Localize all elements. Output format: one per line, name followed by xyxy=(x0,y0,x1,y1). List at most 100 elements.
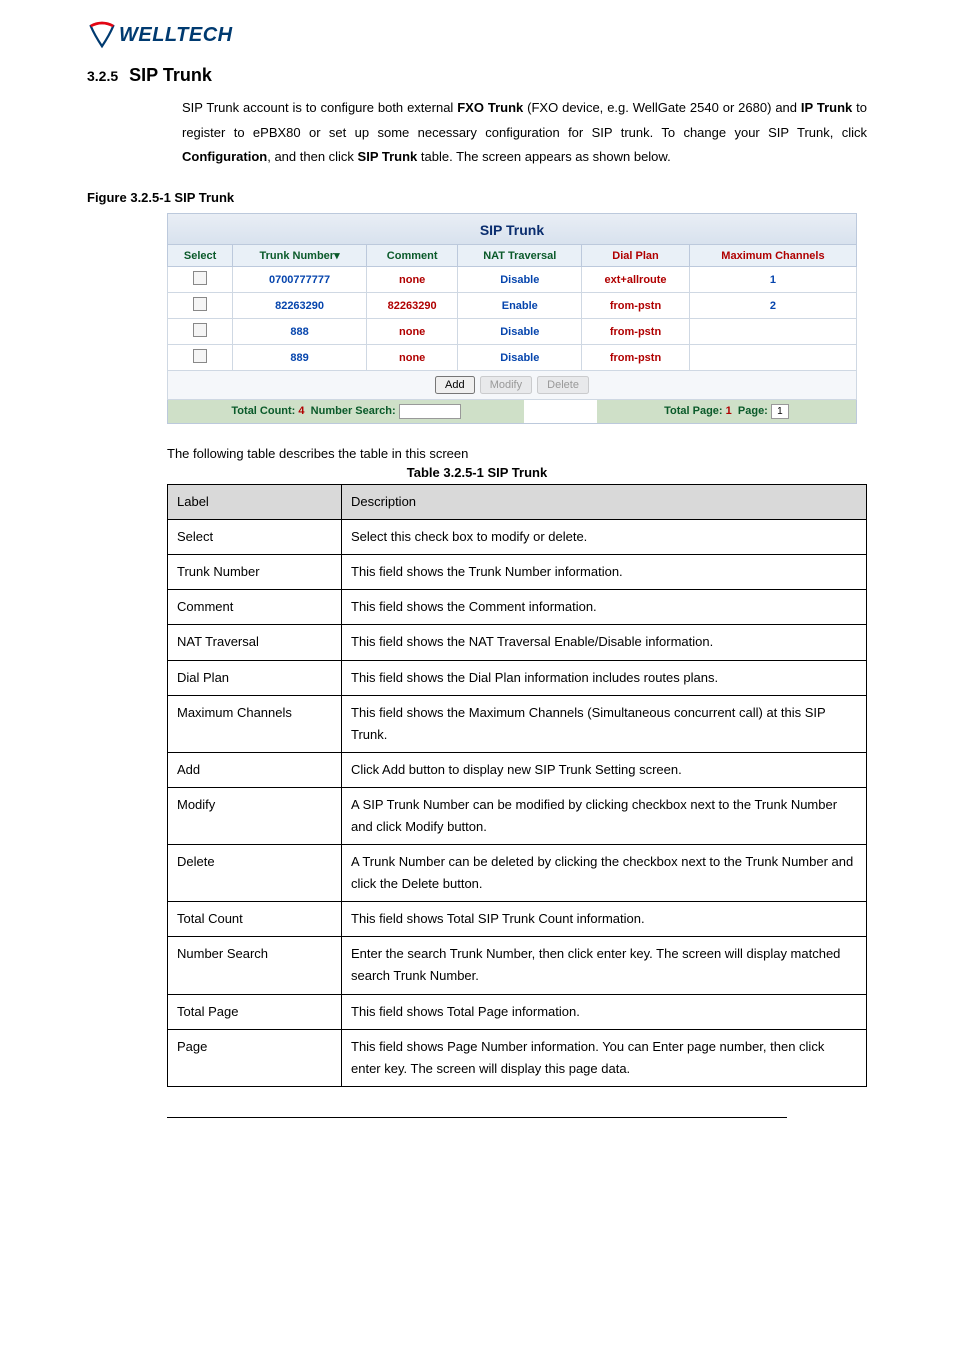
total-page-label: Total Page: xyxy=(664,405,722,417)
desc-text: A Trunk Number can be deleted by clickin… xyxy=(342,845,867,902)
sip-header: Select xyxy=(168,245,233,267)
desc-label: Total Page xyxy=(168,994,342,1029)
nat-cell: Disable xyxy=(500,326,539,338)
page-cell: Total Page: 1 Page: xyxy=(597,400,856,423)
max-cell: 2 xyxy=(770,300,776,312)
dialplan-cell: from-pstn xyxy=(610,300,661,312)
description-table: LabelDescriptionSelectSelect this check … xyxy=(167,484,867,1087)
desc-label: Number Search xyxy=(168,937,342,994)
desc-head-label: Label xyxy=(168,485,342,520)
desc-text: This field shows the NAT Traversal Enabl… xyxy=(342,625,867,660)
desc-text: Select this check box to modify or delet… xyxy=(342,520,867,555)
desc-text: This field shows Total SIP Trunk Count i… xyxy=(342,902,867,937)
desc-intro: The following table describes the table … xyxy=(167,446,867,461)
select-checkbox[interactable] xyxy=(193,271,207,285)
desc-label: Select xyxy=(168,520,342,555)
desc-label: Modify xyxy=(168,787,342,844)
number-search-input[interactable] xyxy=(399,404,461,419)
comment-cell: 82263290 xyxy=(388,300,437,312)
desc-label: Add xyxy=(168,752,342,787)
desc-row: ModifyA SIP Trunk Number can be modified… xyxy=(168,787,867,844)
table-caption: Table 3.2.5-1 SIP Trunk xyxy=(87,465,867,480)
add-button[interactable]: Add xyxy=(435,376,475,394)
desc-row: SelectSelect this check box to modify or… xyxy=(168,520,867,555)
nat-cell: Disable xyxy=(500,274,539,286)
max-cell: 1 xyxy=(770,274,776,286)
desc-text: This field shows the Trunk Number inform… xyxy=(342,555,867,590)
desc-row: PageThis field shows Page Number informa… xyxy=(168,1029,867,1086)
desc-row: Maximum ChannelsThis field shows the Max… xyxy=(168,695,867,752)
trunk-number-link[interactable]: 0700777777 xyxy=(269,274,330,286)
section-number: 3.2.5 xyxy=(87,68,118,84)
desc-head-desc: Description xyxy=(342,485,867,520)
comment-cell: none xyxy=(399,274,425,286)
modify-button[interactable]: Modify xyxy=(480,376,532,394)
intro-paragraph: SIP Trunk account is to configure both e… xyxy=(182,96,867,170)
page-label: Page: xyxy=(738,405,768,417)
section-heading: 3.2.5 SIP Trunk xyxy=(87,65,867,86)
desc-row: Trunk NumberThis field shows the Trunk N… xyxy=(168,555,867,590)
table-row: 8226329082263290Enablefrom-pstn2 xyxy=(168,293,857,319)
desc-text: This field shows the Comment information… xyxy=(342,590,867,625)
button-row: Add Modify Delete xyxy=(167,371,857,400)
desc-text: This field shows Page Number information… xyxy=(342,1029,867,1086)
trunk-number-link[interactable]: 82263290 xyxy=(275,300,324,312)
desc-row: CommentThis field shows the Comment info… xyxy=(168,590,867,625)
sip-footer: Total Count: 4 Number Search: Total Page… xyxy=(167,400,857,424)
dialplan-cell: from-pstn xyxy=(610,326,661,338)
table-row: 889 none Disable from-pstn xyxy=(168,345,857,371)
sip-header: Dial Plan xyxy=(582,245,690,267)
desc-row: Dial PlanThis field shows the Dial Plan … xyxy=(168,660,867,695)
total-count-label: Total Count: xyxy=(231,405,295,417)
desc-row: DeleteA Trunk Number can be deleted by c… xyxy=(168,845,867,902)
sip-header: Comment xyxy=(366,245,458,267)
total-page-value: 1 xyxy=(726,405,732,417)
desc-text: Enter the search Trunk Number, then clic… xyxy=(342,937,867,994)
desc-label: Dial Plan xyxy=(168,660,342,695)
logo: WELLTECH xyxy=(87,20,867,50)
delete-button[interactable]: Delete xyxy=(537,376,589,394)
desc-text: A SIP Trunk Number can be modified by cl… xyxy=(342,787,867,844)
desc-label: Page xyxy=(168,1029,342,1086)
sip-header: NAT Traversal xyxy=(458,245,582,267)
desc-row: NAT TraversalThis field shows the NAT Tr… xyxy=(168,625,867,660)
comment-cell: none xyxy=(399,352,425,364)
desc-label: NAT Traversal xyxy=(168,625,342,660)
total-count-value: 4 xyxy=(298,405,304,417)
page-input[interactable] xyxy=(771,404,789,419)
section-name: SIP Trunk xyxy=(129,65,212,85)
trunk-number-link[interactable]: 888 xyxy=(290,326,308,338)
nat-cell: Disable xyxy=(500,352,539,364)
sip-title: SIP Trunk xyxy=(167,213,857,244)
sip-trunk-panel: SIP Trunk SelectTrunk Number▾CommentNAT … xyxy=(167,213,857,424)
number-search-label: Number Search: xyxy=(311,405,396,417)
page-footer-rule xyxy=(167,1117,787,1118)
desc-row: Total PageThis field shows Total Page in… xyxy=(168,994,867,1029)
trunk-number-link[interactable]: 889 xyxy=(290,352,308,364)
comment-cell: none xyxy=(399,326,425,338)
desc-text: Click Add button to display new SIP Trun… xyxy=(342,752,867,787)
sip-header[interactable]: Trunk Number▾ xyxy=(233,245,367,267)
select-checkbox[interactable] xyxy=(193,297,207,311)
logo-text: WELLTECH xyxy=(119,24,233,47)
select-checkbox[interactable] xyxy=(193,349,207,363)
desc-label: Delete xyxy=(168,845,342,902)
dialplan-cell: ext+allroute xyxy=(605,274,667,286)
dialplan-cell: from-pstn xyxy=(610,352,661,364)
figure-caption: Figure 3.2.5-1 SIP Trunk xyxy=(87,190,867,205)
sip-trunk-table: SelectTrunk Number▾CommentNAT TraversalD… xyxy=(167,244,857,371)
select-checkbox[interactable] xyxy=(193,323,207,337)
desc-row: Number SearchEnter the search Trunk Numb… xyxy=(168,937,867,994)
desc-row: Total CountThis field shows Total SIP Tr… xyxy=(168,902,867,937)
desc-text: This field shows the Dial Plan informati… xyxy=(342,660,867,695)
desc-label: Total Count xyxy=(168,902,342,937)
desc-label: Trunk Number xyxy=(168,555,342,590)
sip-header: Maximum Channels xyxy=(689,245,856,267)
desc-text: This field shows the Maximum Channels (S… xyxy=(342,695,867,752)
total-count-cell: Total Count: 4 Number Search: xyxy=(168,400,524,423)
desc-text: This field shows Total Page information. xyxy=(342,994,867,1029)
logo-icon xyxy=(87,20,117,50)
table-row: 888 none Disable from-pstn xyxy=(168,319,857,345)
desc-row: AddClick Add button to display new SIP T… xyxy=(168,752,867,787)
table-row: 0700777777 none Disable ext+allroute 1 xyxy=(168,267,857,293)
